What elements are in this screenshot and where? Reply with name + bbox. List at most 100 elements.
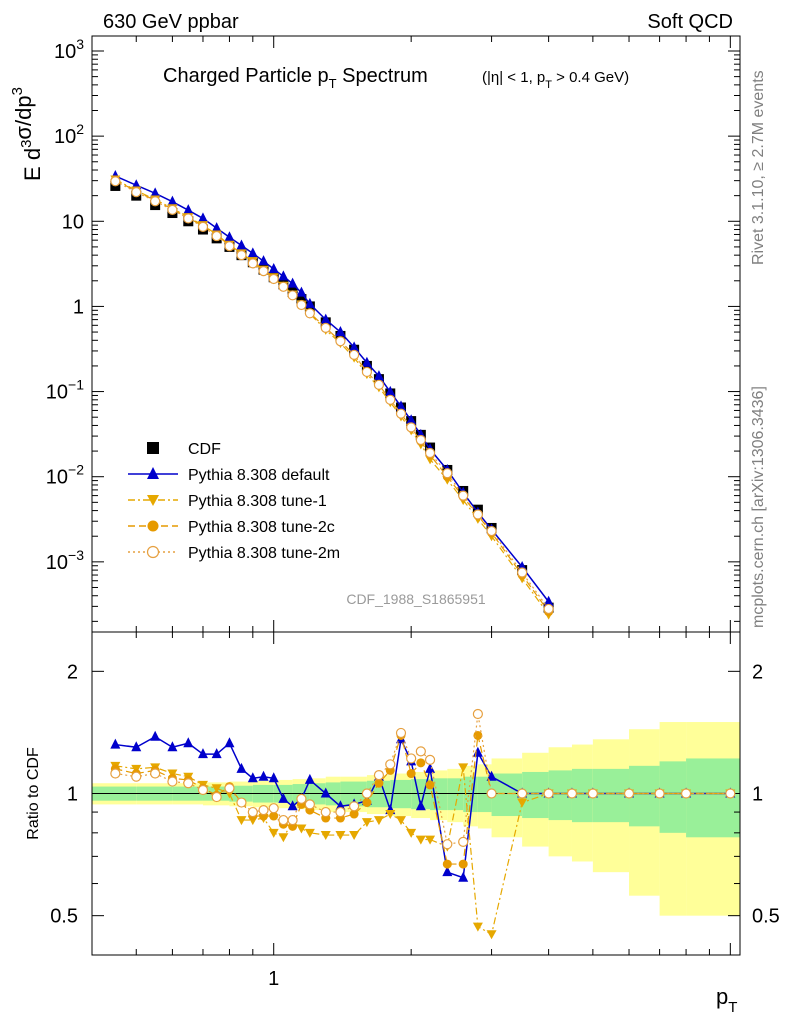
- series-point-3: [373, 770, 385, 781]
- series-point-3: [406, 753, 417, 764]
- series-point-1: [304, 297, 315, 308]
- series-point-1: [385, 810, 396, 820]
- series-point-4: [197, 221, 209, 232]
- series-point-4: [236, 250, 247, 261]
- series-point-2: [406, 769, 416, 779]
- main-y-tick-label: 10−3: [46, 547, 84, 574]
- series-point-4: [296, 299, 307, 311]
- ratio-y-tick-label: 2: [67, 661, 78, 683]
- series-point-1: [486, 930, 497, 940]
- series-point-0: [458, 871, 469, 882]
- series-point-2: [458, 859, 468, 869]
- series-point-0: [415, 800, 426, 811]
- series-point-1: [373, 370, 384, 381]
- series-point-1: [395, 400, 406, 411]
- legend-label-2: Pythia 8.308 tune-1: [188, 493, 327, 510]
- series-point-0: [247, 772, 258, 783]
- series-point-3: [183, 778, 194, 789]
- main-y-tick-label: 103: [54, 36, 84, 63]
- series-point-3: [517, 788, 528, 799]
- series-point-1: [247, 247, 258, 258]
- series-point-3: [304, 799, 315, 810]
- series-point-4: [335, 336, 346, 347]
- series-point-0: [304, 773, 315, 784]
- series-point-3: [167, 776, 178, 787]
- series-point-0: [296, 294, 307, 305]
- legend-marker-0: [147, 442, 159, 454]
- series-point-4: [458, 490, 469, 501]
- series-point-3: [654, 788, 665, 799]
- series-point-0: [224, 737, 235, 748]
- main-panel: 10−3 10−2 10−1 1 10 102 103 E d3σ/dp3 Charged Pa…: [9, 35, 741, 633]
- series-point-1: [278, 270, 289, 281]
- series-point-1: [304, 828, 315, 838]
- main-frame: [91, 35, 741, 633]
- uncertainty-band-inner: [548, 770, 572, 821]
- series-point-1: [415, 835, 426, 845]
- series-point-1: [385, 385, 396, 396]
- legend-marker-3: [147, 520, 159, 532]
- series-point-4: [486, 525, 497, 537]
- series-point-4: [304, 308, 315, 319]
- series-point-3: [320, 806, 331, 818]
- series-point-4: [361, 366, 373, 378]
- series-point-3: [543, 788, 554, 799]
- uncertainty-band-inner: [390, 779, 412, 809]
- series-point-1: [211, 784, 222, 794]
- series-point-1: [296, 286, 307, 297]
- series-point-1: [167, 195, 178, 206]
- legend-marker-4: [146, 545, 160, 559]
- series-point-1: [458, 763, 469, 773]
- series-point-1: [236, 816, 247, 826]
- series-point-3: [258, 805, 269, 816]
- series-point-4: [287, 290, 298, 301]
- series-point-3: [278, 814, 289, 826]
- legend-label-0: CDF: [188, 441, 221, 458]
- header-right: Soft QCD: [647, 11, 733, 33]
- series-point-0: [197, 748, 208, 759]
- series-point-1: [517, 798, 528, 808]
- series-point-3: [268, 803, 279, 814]
- series-point-1: [268, 828, 279, 838]
- ratio-x-tick-label: 1: [268, 968, 279, 990]
- legend-marker-1: [147, 467, 159, 479]
- ratio-y-tick-label: 1: [67, 784, 78, 806]
- series-point-1: [320, 831, 331, 841]
- series-point-1: [335, 831, 346, 841]
- series-point-4: [268, 273, 279, 285]
- series-point-0: [236, 762, 247, 773]
- series-point-3: [458, 836, 469, 847]
- series-point-3: [150, 768, 161, 779]
- series-point-4: [258, 265, 269, 277]
- uncertainty-band-inner: [491, 773, 523, 817]
- series-point-4: [406, 422, 417, 433]
- series-point-1: [349, 831, 360, 841]
- series-point-1: [268, 263, 279, 274]
- series-point-1: [543, 595, 554, 606]
- series-point-4: [385, 394, 396, 405]
- series-point-4: [424, 447, 436, 459]
- series-point-3: [472, 708, 483, 720]
- series-point-1: [224, 231, 235, 242]
- series-point-0: [167, 741, 178, 752]
- series-point-3: [587, 788, 598, 799]
- legend-label-1: Pythia 8.308 default: [188, 467, 330, 484]
- series-point-4: [247, 258, 258, 269]
- uncertainty-band-inner: [592, 768, 630, 823]
- series-point-0: [442, 866, 453, 877]
- series-point-1: [472, 922, 483, 932]
- series-point-4: [349, 349, 360, 360]
- series-point-1: [278, 833, 289, 843]
- series-point-1: [395, 816, 406, 826]
- ratio-y-tick-label-right: 0.5: [752, 906, 780, 928]
- series-point-0: [183, 737, 194, 748]
- series-point-1: [211, 222, 222, 233]
- chart-title: Charged Particle pT Spectrum: [163, 65, 428, 91]
- series-point-1: [373, 816, 384, 826]
- series-point-3: [415, 746, 426, 757]
- series-point-1: [406, 414, 417, 425]
- series-point-2: [442, 859, 452, 869]
- series-point-3: [349, 801, 360, 812]
- series-point-4: [517, 567, 528, 578]
- series-point-2: [416, 758, 426, 768]
